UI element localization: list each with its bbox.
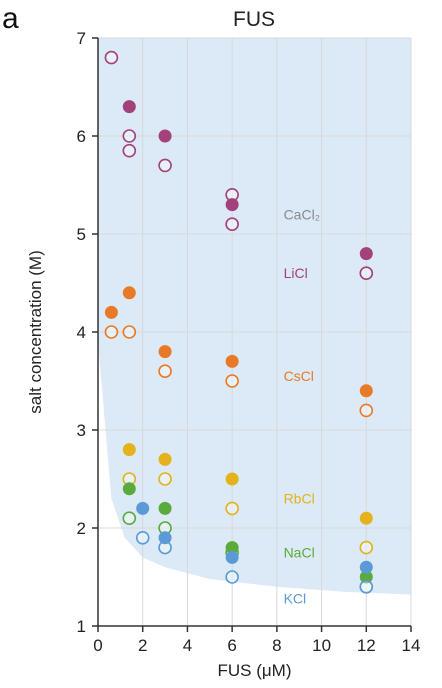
filled-point-rbcl xyxy=(359,511,373,525)
filled-point-rbcl xyxy=(158,452,172,466)
filled-point-nacl xyxy=(359,570,373,584)
grid xyxy=(98,37,412,626)
open-point-kcl xyxy=(359,579,374,594)
chart-title: FUS xyxy=(233,8,275,31)
open-point-cacl xyxy=(122,143,137,158)
region-label: KCl xyxy=(284,591,307,607)
open-point-kcl xyxy=(225,570,239,584)
filled-point-cscl xyxy=(122,286,136,300)
filled-point-kcl xyxy=(359,560,373,574)
open-point-cscl xyxy=(225,374,239,388)
open-point-cscl xyxy=(104,325,119,339)
open-point-cscl xyxy=(158,364,172,379)
y-tick-label: 6 xyxy=(77,127,86,146)
filled-point-cscl xyxy=(225,354,239,368)
open-point-cacl xyxy=(158,158,172,173)
y-tick-label: 4 xyxy=(77,323,86,342)
filled-point-cacl xyxy=(225,198,239,212)
filled-point-kcl xyxy=(225,550,239,564)
open-point-rbcl xyxy=(359,540,374,555)
region-label: NaCl xyxy=(284,545,315,561)
region-labels: CaCl₂ LiCl CsCl RbCl NaCl KCl xyxy=(284,206,321,606)
x-tick-label: 2 xyxy=(138,636,147,655)
panel-letter: a xyxy=(2,2,19,35)
filled-point-cscl xyxy=(359,384,373,398)
open-point-nacl xyxy=(122,511,137,526)
x-axis-label: FUS (μM) xyxy=(217,661,291,680)
open-point-rbcl xyxy=(158,472,172,486)
open-point-cacl xyxy=(104,50,119,65)
filled-point-nacl xyxy=(158,501,172,515)
filled-point-rbcl xyxy=(225,472,239,486)
filled-point-cscl xyxy=(104,305,118,319)
x-tick-label: 6 xyxy=(227,636,236,655)
x-tick-label: 0 xyxy=(93,636,102,655)
open-point-kcl xyxy=(135,530,150,545)
filled-point-nacl xyxy=(225,541,239,555)
open-point-cacl xyxy=(359,266,374,281)
open-point-cacl xyxy=(122,129,137,143)
region-label: RbCl xyxy=(284,491,315,507)
region-label: LiCl xyxy=(284,265,308,281)
x-tick-label: 8 xyxy=(272,636,281,655)
region-label: CsCl xyxy=(284,368,314,384)
region-mixed xyxy=(98,341,411,626)
y-tick-label: 7 xyxy=(77,29,86,48)
region-kcl xyxy=(98,38,411,595)
y-tick-label: 2 xyxy=(77,519,86,538)
filled-point-kcl xyxy=(158,531,172,545)
y-axis-label: salt concentration (M) xyxy=(26,250,45,413)
x-tick-label: 14 xyxy=(402,636,421,655)
open-point-cscl xyxy=(122,325,137,339)
y-tick-label: 5 xyxy=(77,225,86,244)
y-tick-label: 1 xyxy=(77,617,86,636)
filled-point-rbcl xyxy=(122,443,136,457)
open-point-rbcl xyxy=(225,501,239,516)
x-tick-label: 10 xyxy=(312,636,331,655)
filled-point-cacl xyxy=(359,247,373,261)
filled-point-cscl xyxy=(158,345,172,359)
data-markers xyxy=(104,50,374,594)
filled-point-nacl xyxy=(122,482,136,496)
region-label: CaCl₂ xyxy=(284,206,321,222)
x-tick-label: 12 xyxy=(357,636,376,655)
x-tick-label: 4 xyxy=(183,636,192,655)
filled-point-cacl xyxy=(158,129,172,143)
y-tick-label: 3 xyxy=(77,421,86,440)
filled-point-cacl xyxy=(122,100,136,114)
filled-point-kcl xyxy=(136,501,150,515)
open-point-cacl xyxy=(225,217,239,231)
open-point-cscl xyxy=(359,403,374,418)
